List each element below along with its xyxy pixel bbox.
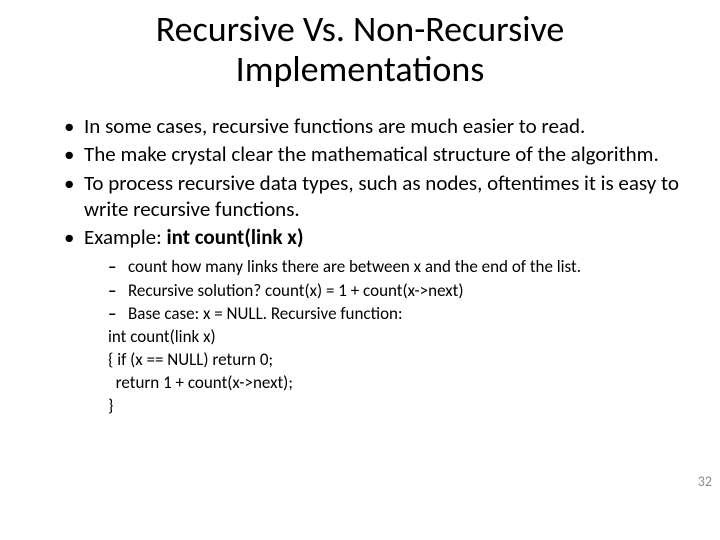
sub-bullet-item: Base case: x = NULL. Recursive function:: [108, 303, 680, 325]
slide-container: Recursive Vs. Non-Recursive Implementati…: [0, 0, 720, 429]
bullet-item: To process recursive data types, such as…: [64, 170, 680, 223]
example-prefix: Example:: [84, 224, 166, 250]
bullet-item: The make crystal clear the mathematical …: [64, 141, 680, 167]
slide-title: Recursive Vs. Non-Recursive Implementati…: [40, 10, 680, 89]
bullet-item: In some cases, recursive functions are m…: [64, 113, 680, 139]
bullet-item-example: Example: int count(link x) count how man…: [64, 224, 680, 417]
sub-bullet-item: Recursive solution? count(x) = 1 + count…: [108, 280, 680, 302]
code-line: { if (x == NULL) return 0;: [108, 349, 680, 371]
sub-bullet-item: count how many links there are between x…: [108, 256, 680, 278]
example-signature: int count(link x): [166, 224, 303, 250]
bullet-list: In some cases, recursive functions are m…: [40, 113, 680, 417]
code-line: }: [108, 395, 680, 417]
code-line: int count(link x): [108, 326, 680, 348]
code-line: return 1 + count(x->next);: [108, 372, 680, 394]
sub-bullet-list: count how many links there are between x…: [84, 256, 680, 417]
page-number: 32: [698, 473, 712, 490]
